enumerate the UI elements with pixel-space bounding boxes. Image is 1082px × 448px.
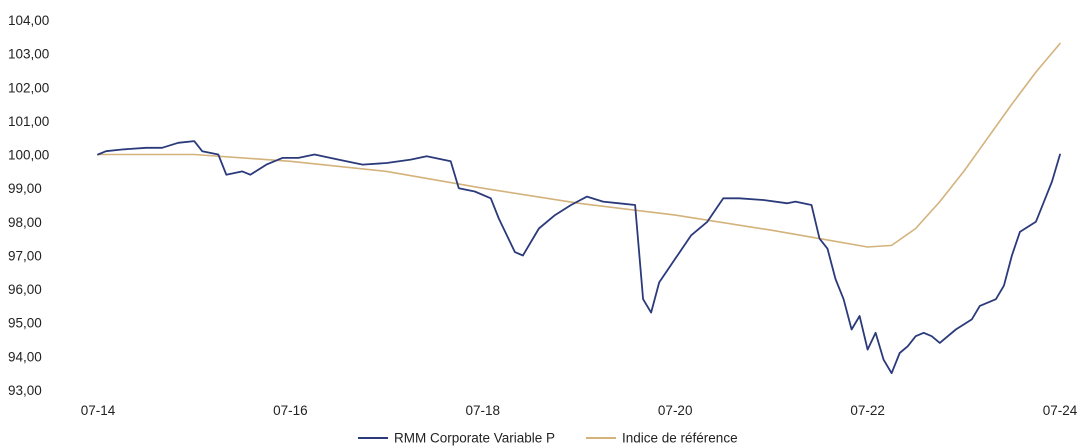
x-tick-label: 07-22 (850, 403, 885, 418)
y-tick-label: 98,00 (8, 215, 42, 230)
y-tick-label: 103,00 (8, 47, 49, 62)
y-tick-label: 104,00 (8, 13, 49, 28)
legend-label-indice: Indice de référence (622, 431, 738, 446)
y-tick-label: 101,00 (8, 114, 49, 129)
plot-area (97, 42, 1061, 375)
series-line-indice (97, 42, 1061, 248)
y-tick-label: 93,00 (8, 383, 42, 398)
y-tick-label: 95,00 (8, 316, 42, 331)
y-tick-label: 97,00 (8, 248, 42, 263)
y-tick-label: 102,00 (8, 80, 49, 95)
x-tick-label: 07-16 (273, 403, 308, 418)
legend: RMM Corporate Variable P Indice de référ… (358, 431, 738, 446)
y-tick-label: 96,00 (8, 282, 42, 297)
y-axis: 93,00 94,00 95,00 96,00 97,00 98,00 99,00 100,0… (8, 13, 49, 398)
x-tick-label: 07-18 (466, 403, 501, 418)
y-tick-label: 99,00 (8, 181, 42, 196)
y-tick-label: 100,00 (8, 148, 49, 163)
x-axis: 07-14 07-16 07-18 07-20 07-22 07-24 (81, 403, 1078, 418)
x-tick-label: 07-24 (1043, 403, 1078, 418)
x-tick-label: 07-14 (81, 403, 116, 418)
x-tick-label: 07-20 (658, 403, 693, 418)
legend-label-rmm: RMM Corporate Variable P (394, 431, 555, 446)
y-tick-label: 94,00 (8, 349, 42, 364)
series-line-rmm (97, 140, 1061, 375)
